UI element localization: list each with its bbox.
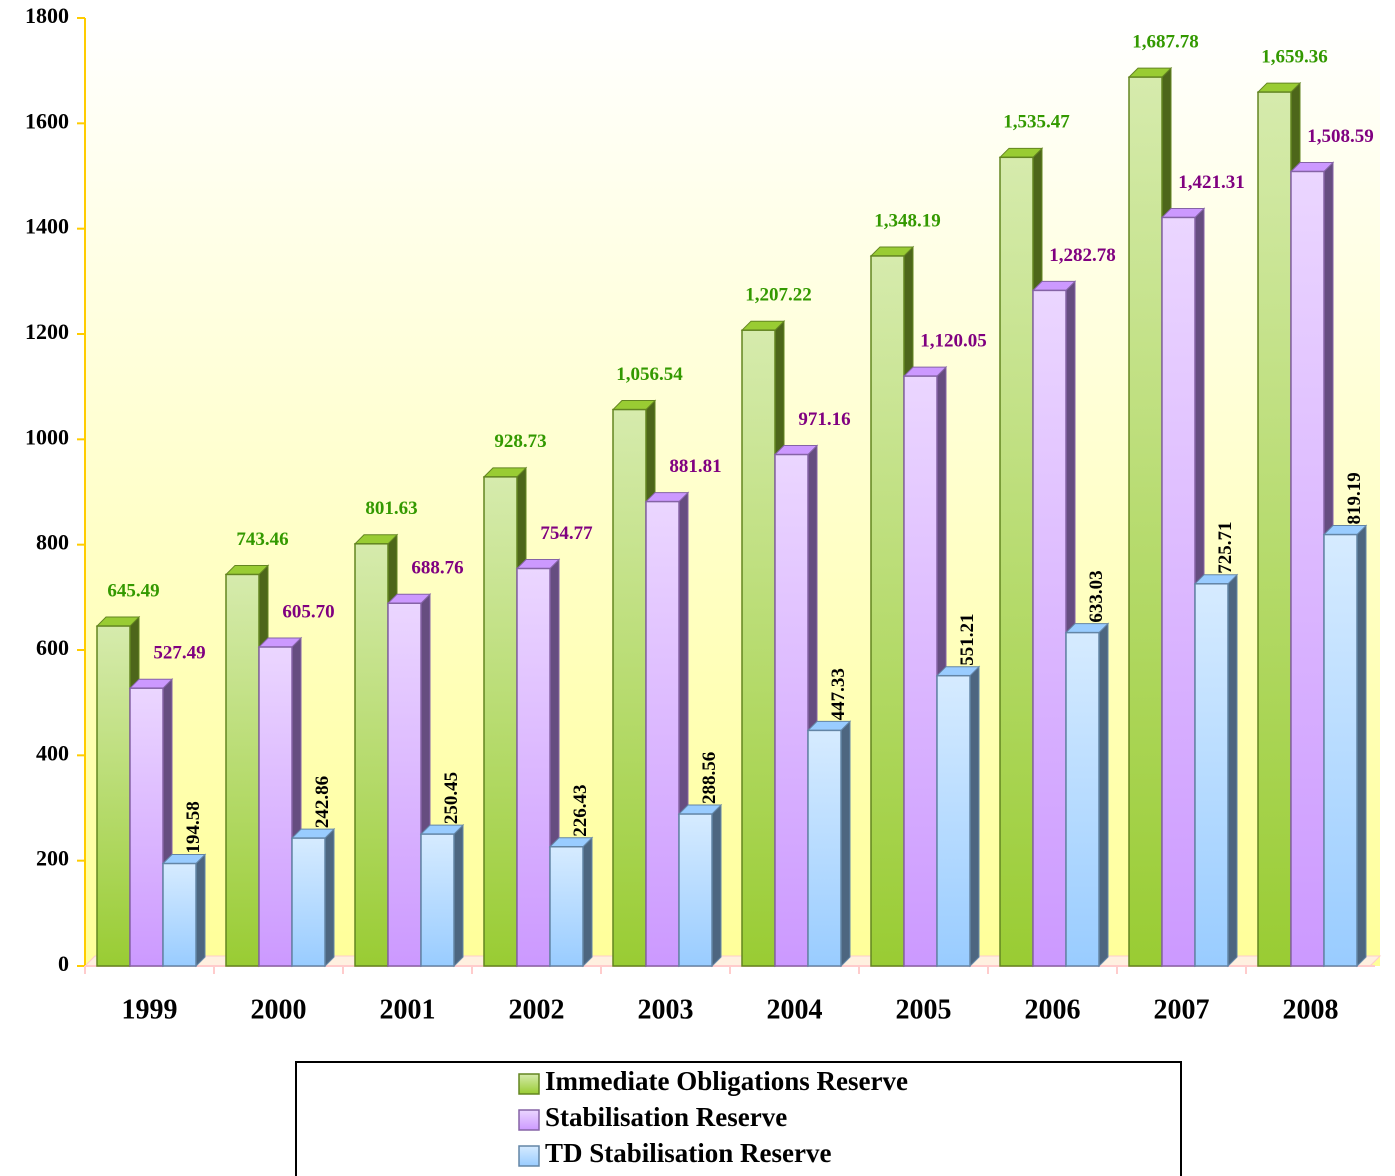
y-tick-label: 400 xyxy=(36,740,69,765)
bar xyxy=(1065,631,1100,967)
value-label: 1,207.22 xyxy=(745,285,812,306)
legend-label: TD Stabilisation Reserve xyxy=(545,1138,832,1168)
bar-side xyxy=(1227,573,1238,968)
value-label: 928.73 xyxy=(494,431,546,452)
bar-side xyxy=(453,823,464,968)
value-label: 1,348.19 xyxy=(874,210,941,231)
value-label: 242.86 xyxy=(312,776,333,828)
value-label: 819.19 xyxy=(1344,472,1365,524)
bar-side xyxy=(969,665,980,968)
bar xyxy=(612,408,647,967)
bar xyxy=(807,729,842,967)
value-label: 605.70 xyxy=(282,601,334,622)
bar-side xyxy=(1356,524,1367,968)
bar xyxy=(420,833,455,967)
bar xyxy=(1161,216,1196,967)
x-tick-label: 2000 xyxy=(251,994,307,1025)
y-tick-label: 1000 xyxy=(25,424,69,449)
bar xyxy=(1128,76,1163,967)
x-tick-label: 2002 xyxy=(509,994,565,1025)
x-tick-label: 2007 xyxy=(1154,994,1210,1025)
value-label: 1,120.05 xyxy=(920,330,987,351)
value-label: 527.49 xyxy=(153,643,205,664)
legend xyxy=(295,1061,1182,1176)
bar xyxy=(387,602,422,967)
x-tick-label: 2004 xyxy=(767,994,823,1025)
value-label: 447.33 xyxy=(828,668,849,720)
bar xyxy=(774,453,809,967)
value-label: 288.56 xyxy=(699,752,720,804)
y-tick-label: 1800 xyxy=(25,3,69,28)
bar xyxy=(96,625,131,967)
bar xyxy=(741,329,776,967)
bar xyxy=(225,573,260,967)
value-label: 1,687.78 xyxy=(1132,31,1199,52)
x-tick-label: 2001 xyxy=(380,994,436,1025)
bar xyxy=(483,476,518,967)
value-label: 881.81 xyxy=(669,456,721,477)
bar xyxy=(129,687,164,967)
value-label: 250.45 xyxy=(441,772,462,824)
bar-side xyxy=(840,720,851,968)
bar xyxy=(870,255,905,967)
x-tick-label: 1999 xyxy=(122,994,178,1025)
value-label: 743.46 xyxy=(236,529,288,550)
value-label: 194.58 xyxy=(183,801,204,853)
value-label: 1,282.78 xyxy=(1049,245,1116,266)
value-label: 645.49 xyxy=(107,580,159,601)
y-tick-label: 1200 xyxy=(25,319,69,344)
bar-side xyxy=(711,803,722,968)
value-label: 226.43 xyxy=(570,784,591,836)
bar-side xyxy=(582,836,593,968)
value-label: 754.77 xyxy=(540,523,593,544)
value-label: 1,056.54 xyxy=(616,364,683,385)
y-tick-label: 1400 xyxy=(25,214,69,239)
bar xyxy=(1032,289,1067,967)
bar xyxy=(516,567,551,967)
bar xyxy=(678,813,713,967)
value-label: 725.71 xyxy=(1215,522,1236,574)
value-label: 633.03 xyxy=(1086,570,1107,622)
bar xyxy=(936,674,971,967)
bar xyxy=(645,500,680,967)
bar xyxy=(1194,583,1229,967)
legend-swatch xyxy=(518,1145,540,1167)
x-tick-label: 2005 xyxy=(896,994,952,1025)
bar xyxy=(903,375,938,967)
y-tick-label: 0 xyxy=(58,951,69,976)
bar-side xyxy=(324,827,335,968)
x-tick-label: 2003 xyxy=(638,994,694,1025)
y-tick-label: 800 xyxy=(36,530,69,555)
legend-label: Immediate Obligations Reserve xyxy=(545,1066,908,1096)
legend-swatch xyxy=(518,1109,540,1131)
x-tick-label: 2008 xyxy=(1283,994,1339,1025)
x-tick-label: 2006 xyxy=(1025,994,1081,1025)
bar xyxy=(549,845,584,967)
y-tick-label: 1600 xyxy=(25,108,69,133)
bar xyxy=(258,646,293,967)
value-label: 801.63 xyxy=(365,498,417,519)
bar xyxy=(1257,91,1292,967)
value-label: 971.16 xyxy=(798,409,850,430)
value-label: 1,659.36 xyxy=(1261,46,1328,67)
bar xyxy=(999,156,1034,967)
value-label: 1,508.59 xyxy=(1307,126,1374,147)
value-label: 1,421.31 xyxy=(1178,172,1245,193)
bar-side xyxy=(1098,622,1109,968)
bar xyxy=(1323,533,1358,967)
legend-swatch xyxy=(518,1073,540,1095)
bar-side xyxy=(195,853,206,968)
bar xyxy=(291,837,326,967)
value-label: 688.76 xyxy=(411,558,463,579)
value-label: 1,535.47 xyxy=(1003,112,1070,133)
y-tick-label: 200 xyxy=(36,846,69,871)
value-label: 551.21 xyxy=(957,613,978,665)
bar xyxy=(354,543,389,967)
y-tick-label: 600 xyxy=(36,635,69,660)
bar xyxy=(1290,170,1325,967)
legend-label: Stabilisation Reserve xyxy=(545,1102,787,1132)
bar xyxy=(162,862,197,967)
